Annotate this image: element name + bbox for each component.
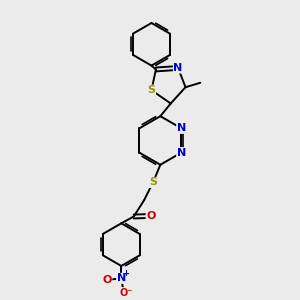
Text: O⁻: O⁻ <box>119 288 133 298</box>
Text: N: N <box>177 148 186 158</box>
Text: N: N <box>117 273 126 284</box>
Text: S: S <box>149 178 157 188</box>
Text: +: + <box>122 268 129 278</box>
Text: N: N <box>173 63 183 73</box>
Text: O: O <box>102 275 112 285</box>
Text: N: N <box>177 123 186 133</box>
Text: S: S <box>148 85 155 95</box>
Text: O: O <box>146 211 156 221</box>
